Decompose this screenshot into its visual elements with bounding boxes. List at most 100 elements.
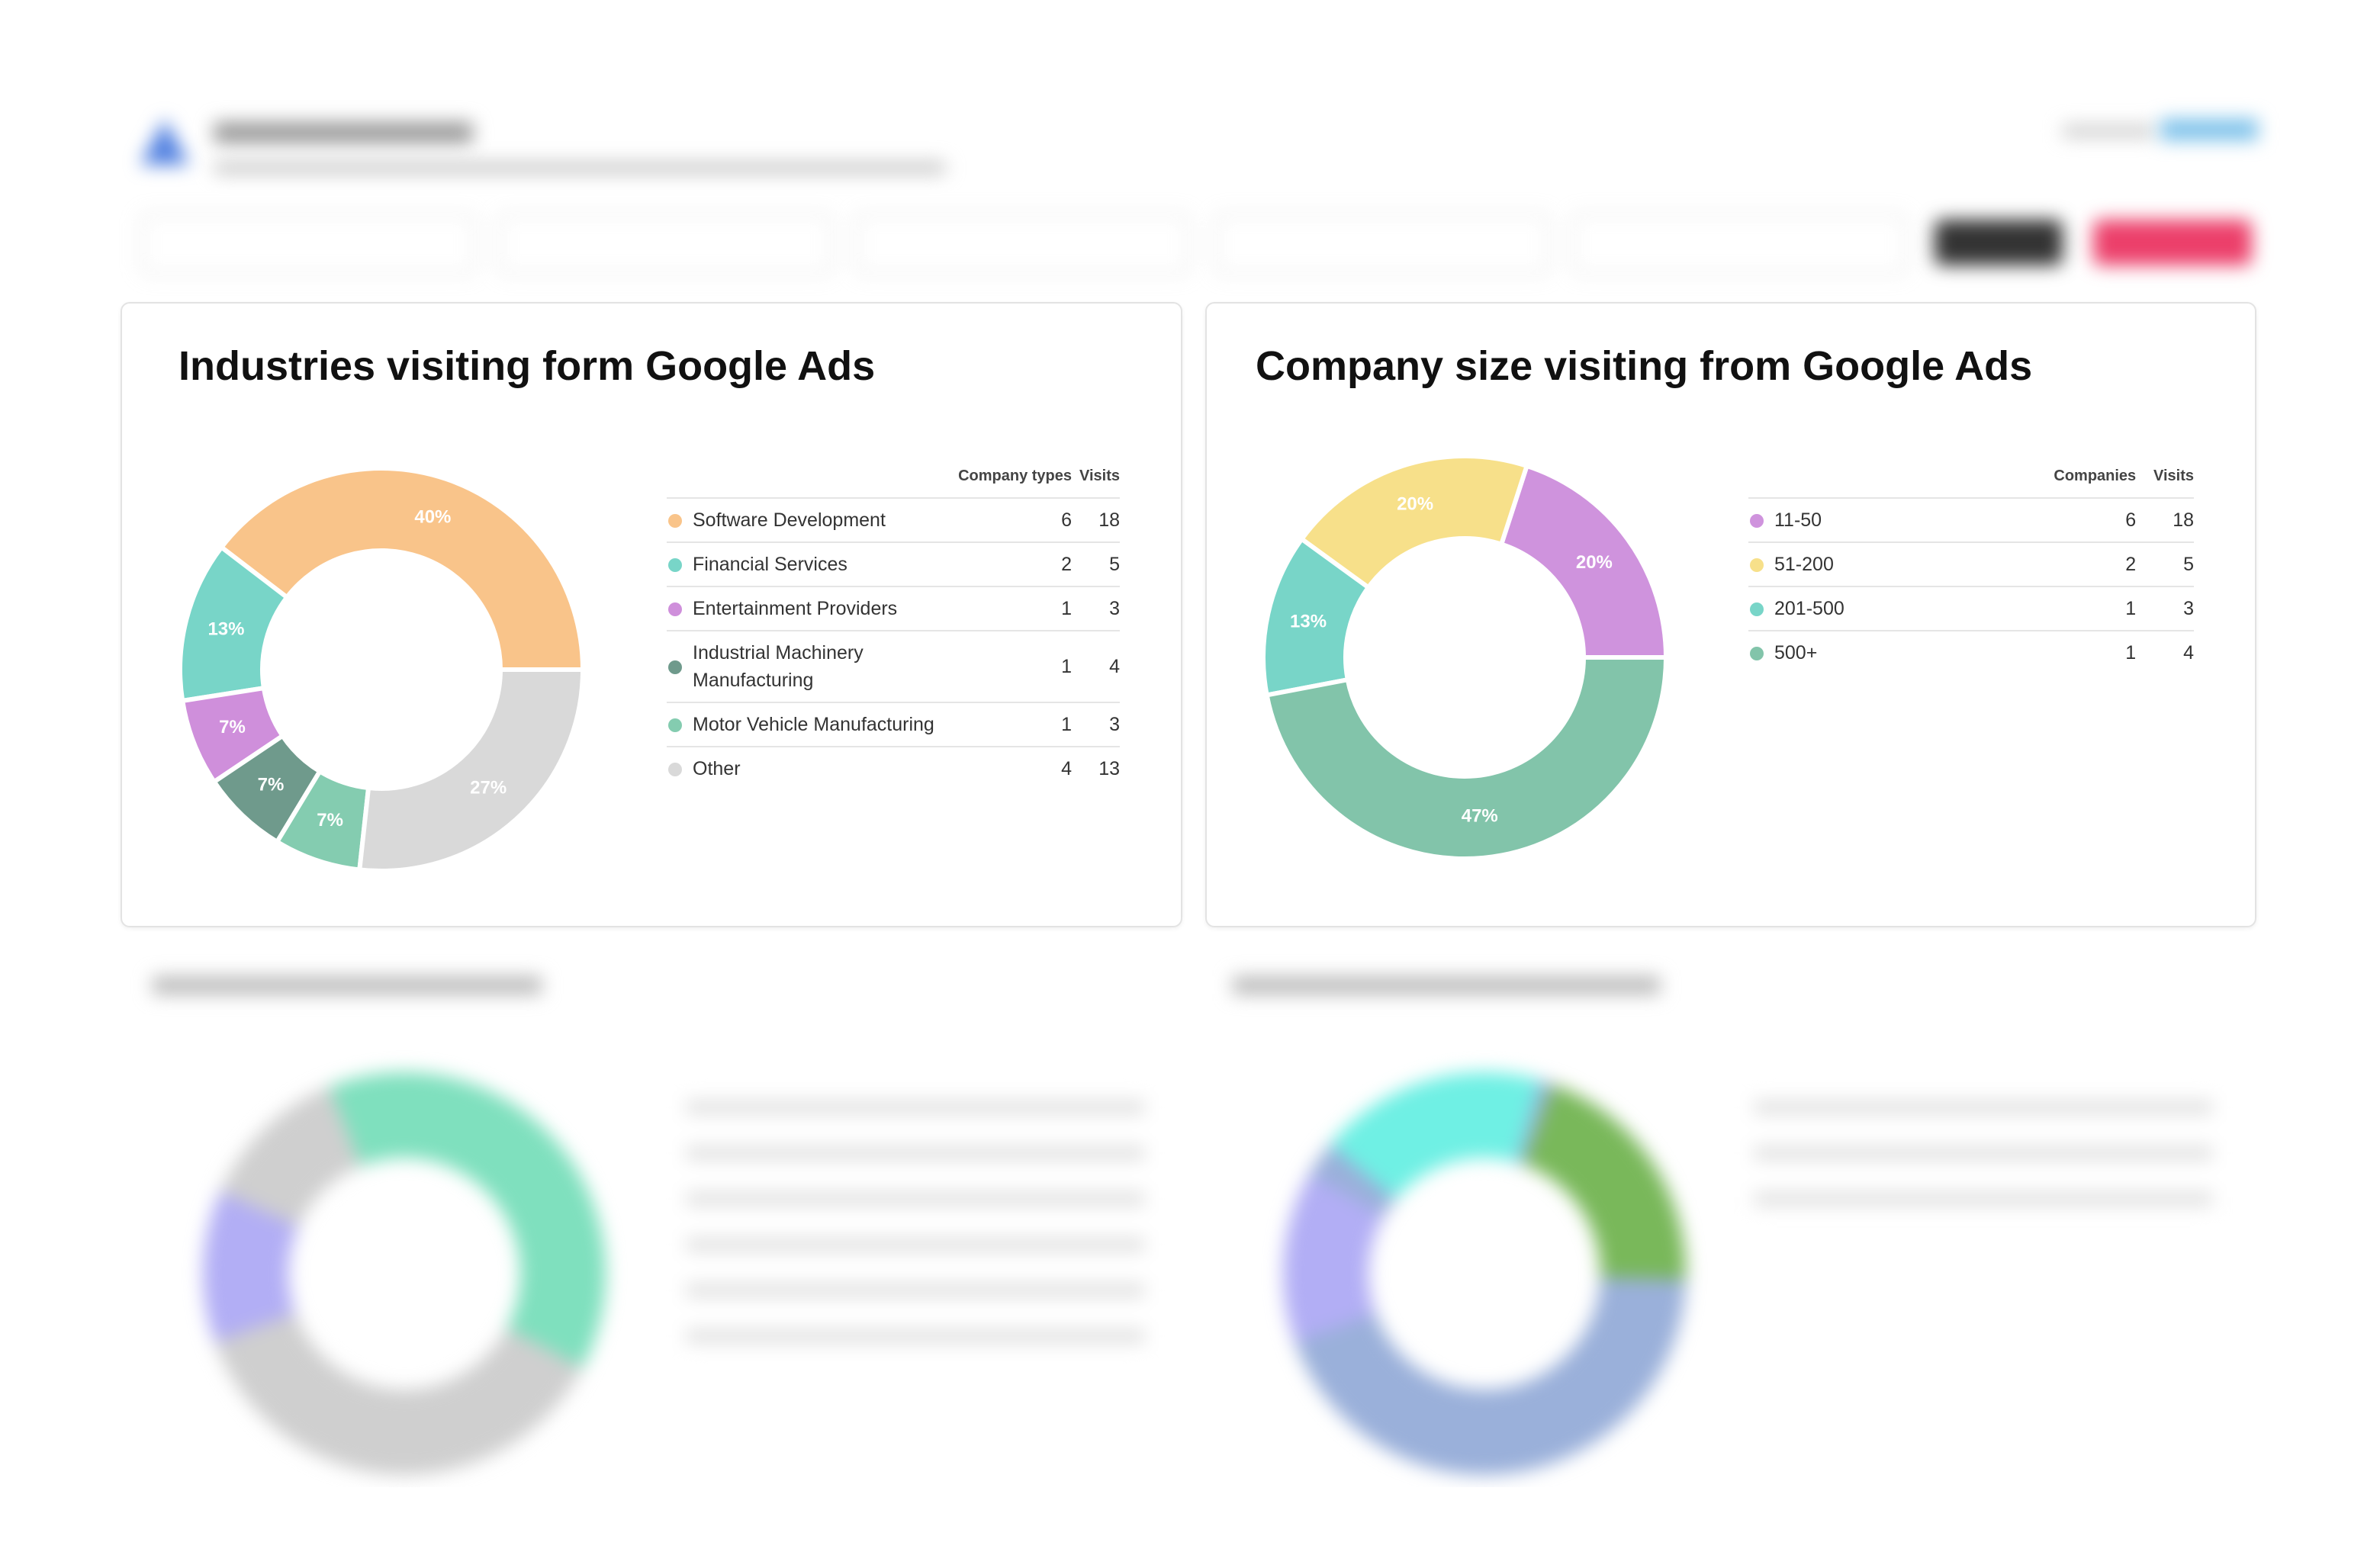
card-title: Company size visiting from Google Ads [1256, 343, 2033, 389]
header-cell [1748, 468, 2018, 498]
blurred-donut [203, 1072, 606, 1475]
donut-slice [1498, 463, 1669, 660]
header-cell: Visits [1079, 468, 1120, 485]
legend-dot [1750, 602, 1764, 616]
filter-select[interactable] [497, 214, 833, 275]
category-label: 51-200 [1774, 554, 1834, 575]
table-row: Entertainment Providers 1 3 [667, 586, 1120, 631]
legend-dot [668, 763, 682, 776]
number-cell: 1 [937, 630, 1072, 702]
category-label: Other [693, 758, 741, 779]
number-cell: 6 [937, 497, 1072, 542]
number-cell: 2 [2018, 541, 2137, 586]
slice-label: 7% [258, 774, 285, 795]
header-cell: Companies [2054, 468, 2137, 485]
blurred-table [1754, 1068, 2212, 1220]
table-row: Software Development 6 18 [667, 497, 1120, 542]
number-cell: 5 [2136, 541, 2194, 586]
category-cell: 51-200 [1748, 541, 2018, 586]
number-cell: 1 [2018, 586, 2137, 631]
slice-label: 13% [1290, 612, 1327, 632]
category-label: Motor Vehicle Manufacturing [693, 714, 934, 735]
category-cell: Entertainment Providers [667, 586, 937, 631]
table-header: Company types Visits [667, 468, 1120, 498]
category-label: Industrial Machinery Manufacturing [693, 642, 864, 691]
number-cell: 1 [937, 702, 1072, 747]
filter-select[interactable] [854, 214, 1190, 275]
legend-dot [668, 514, 682, 528]
category-label: Entertainment Providers [693, 598, 898, 619]
table-row: 500+ 1 4 [1748, 630, 2194, 674]
blurred-donut [1282, 1072, 1686, 1475]
apply-button[interactable] [1935, 220, 2063, 265]
header-cell: Company types [958, 468, 1072, 485]
slice-label: 40% [414, 506, 451, 527]
donut-slice [218, 466, 586, 672]
header-title [214, 122, 473, 143]
powered-by [2063, 125, 2154, 137]
category-cell: Financial Services [667, 541, 937, 586]
legend-table: Company types Visits Software Development 6… [667, 468, 1120, 790]
category-cell: 500+ [1748, 630, 2018, 674]
legend-dot [668, 660, 682, 674]
header-subtitle [214, 162, 946, 174]
brand [2160, 119, 2258, 140]
legend-dot [1750, 514, 1764, 528]
number-cell: 3 [1072, 702, 1120, 747]
slice-label: 20% [1576, 552, 1613, 573]
table-row: Other 4 13 [667, 746, 1120, 790]
number-cell: 13 [1072, 746, 1120, 790]
legend-dot [668, 558, 682, 572]
table-row: Motor Vehicle Manufacturing 1 3 [667, 702, 1120, 747]
category-cell: Software Development [667, 497, 937, 542]
number-cell: 2 [937, 541, 1072, 586]
table-row: 51-200 2 5 [1748, 541, 2194, 586]
category-label: 500+ [1774, 642, 1818, 664]
slice-label: 13% [207, 619, 244, 640]
slice-label: 27% [470, 778, 507, 798]
donut-chart: 20% 20% 13% 47% [1261, 454, 1669, 861]
table-row: Financial Services 2 5 [667, 541, 1120, 586]
number-cell: 1 [2018, 630, 2137, 674]
blurred-table [687, 1068, 1144, 1373]
donut-slice [1264, 655, 1669, 861]
export-button[interactable] [2093, 220, 2252, 265]
blurred-title [1233, 976, 1660, 994]
number-cell: 3 [1072, 586, 1120, 631]
number-cell: 3 [2136, 586, 2194, 631]
category-cell: 201-500 [1748, 586, 2018, 631]
number-cell: 18 [1072, 497, 1120, 542]
header-cell: Visits [2153, 468, 2194, 485]
header-cell [667, 468, 937, 498]
slice-label: 7% [219, 717, 246, 737]
number-cell: 4 [2136, 630, 2194, 674]
table-row: 11-50 6 18 [1748, 497, 2194, 542]
legend-dot [668, 718, 682, 732]
table-header: Companies Visits [1748, 468, 2194, 498]
logo [140, 119, 192, 171]
number-cell: 5 [1072, 541, 1120, 586]
legend-table: Companies Visits 11-50 6 18 51-200 2 5 201-500 1 3… [1748, 468, 2194, 674]
number-cell: 18 [2136, 497, 2194, 542]
category-cell: Industrial Machinery Manufacturing [667, 630, 937, 702]
fade [0, 1487, 2380, 1568]
chart-card: Company size visiting from Google Ads 20… [1205, 302, 2256, 927]
blurred-title [153, 976, 542, 994]
donut-slice [1298, 454, 1530, 591]
donut-chart: 40% 13% 7% 7% 7% 27% [178, 466, 586, 873]
slice-label: 20% [1397, 494, 1433, 515]
number-cell: 4 [937, 746, 1072, 790]
filter-select[interactable] [1571, 214, 1907, 275]
filter-select[interactable] [140, 214, 476, 275]
category-label: 201-500 [1774, 598, 1844, 619]
table-row: Industrial Machinery Manufacturing 1 4 [667, 630, 1120, 702]
category-cell: Other [667, 746, 937, 790]
category-label: Financial Services [693, 554, 847, 575]
category-cell: Motor Vehicle Manufacturing [667, 702, 937, 747]
legend-dot [1750, 647, 1764, 660]
slice-label: 7% [317, 810, 343, 831]
filter-select[interactable] [1214, 214, 1550, 275]
donut-slice [357, 667, 586, 873]
category-label: Software Development [693, 509, 886, 531]
